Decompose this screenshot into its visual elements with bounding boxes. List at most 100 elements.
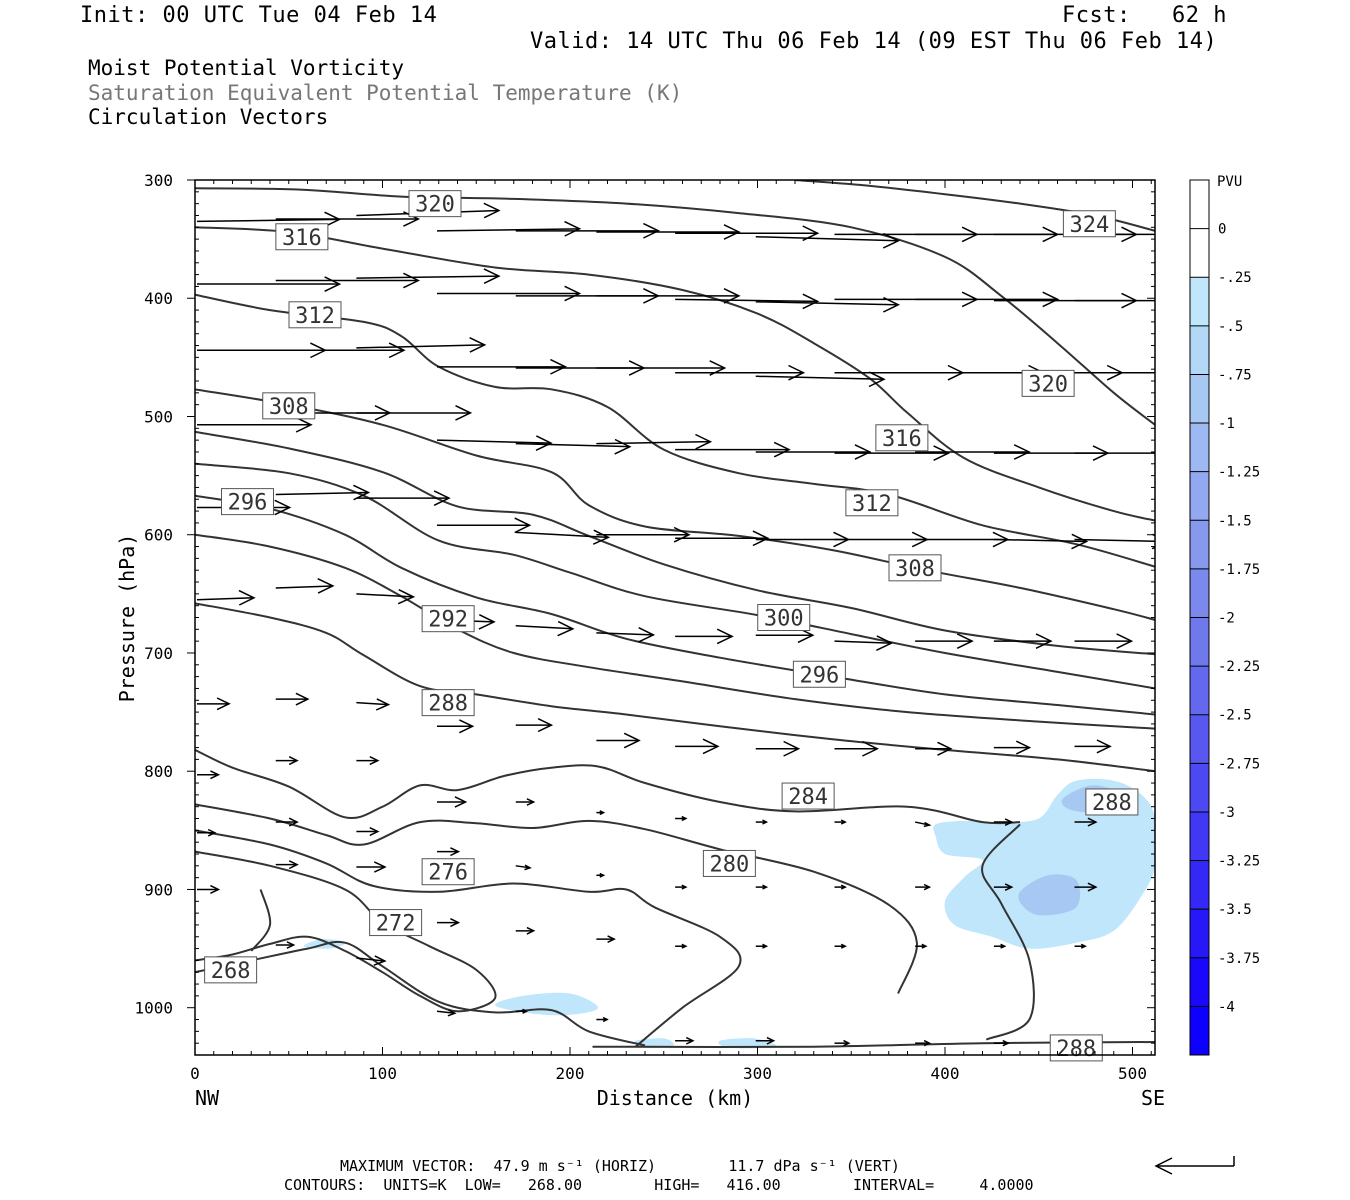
colorbar-swatch [1190,1006,1209,1056]
vector-shaft [356,957,385,962]
vector-head [843,1039,851,1047]
contour-label-box [262,392,316,420]
vector-head [923,883,932,891]
circulation-vector [993,740,1032,755]
vector-head [681,815,688,822]
vector-head [695,433,713,450]
init-time-label: Init: 00 UTC Tue 04 Feb 14 [80,3,438,28]
circulation-vector [596,433,713,450]
circulation-vector [993,633,1053,649]
vector-head [923,1039,932,1047]
circulation-vector [356,698,391,711]
theta-es-contour-276 [195,829,742,1048]
vector-head [1087,882,1098,892]
circulation-vector [436,1009,457,1017]
vector-head [454,796,468,808]
colorbar-tick-label: -3.5 [1218,902,1252,918]
circulation-vector [915,633,974,649]
theta-es-contour-296 [195,494,1155,716]
vector-head [450,847,461,857]
circulation-vector [356,268,501,284]
contour-label: 276 [421,858,475,886]
vector-head [447,1009,457,1017]
theta-es-contour-288 [981,823,1035,1041]
circulation-vector [755,232,901,249]
circulation-vector [356,405,473,421]
theta-es-contour-268 [195,940,646,1047]
vector-head [375,698,391,711]
colorbar-swatch [1190,423,1209,473]
circulation-vector [275,484,371,501]
circulation-vector [596,935,616,943]
circulation-vector [675,293,820,310]
colorbar-unit-label: PVU [1217,174,1242,190]
circulation-vector [596,526,691,543]
y-tick-label: 900 [144,880,173,899]
vector-head [716,628,734,645]
circulation-vector [834,531,929,548]
field-label-theta-es: Saturation Equivalent Potential Temperat… [88,81,683,105]
circulation-vector [914,821,932,828]
circulation-vector [515,926,536,935]
vector-head [317,578,335,594]
colorbar-tick-label: -.75 [1218,367,1252,383]
vector-head [1000,943,1007,949]
circulation-vector [196,589,256,606]
colorbar-swatch [1190,180,1209,230]
vector-head [1116,633,1134,649]
circulation-vector [197,276,342,292]
circulation-vector [515,798,536,806]
vector-head [723,224,741,240]
vector-head [210,884,221,894]
circulation-vector [1074,452,1155,454]
vector-head [1080,943,1087,949]
circulation-vector [437,847,461,857]
contour-label-box [781,782,835,810]
circulation-vector [675,738,720,755]
x-tick-label: 300 [743,1064,772,1083]
circulation-vector [755,819,769,825]
contour-label-layer: 320 316 324 312 320 308 316 296 312 308 292 300 296 2… [204,190,1139,1062]
vector-head [607,935,616,943]
vector-head [483,202,501,219]
vector-head [681,943,688,949]
contour-label-text: 308 [269,395,309,420]
circulation-vector [515,1008,529,1014]
vector-shaft [275,585,333,589]
vector-head [802,293,820,310]
vector-head [876,635,894,651]
colorbar-tick-label: -.25 [1218,270,1252,286]
circulation-vector [993,533,1089,550]
vector-head [459,719,475,734]
contour-label: 296 [792,660,846,688]
vector-head [783,740,801,757]
x-tick-label: 100 [368,1064,397,1083]
circulation-vector [275,817,299,827]
vector-shaft [675,298,818,303]
circulation-vector [1074,533,1155,550]
circulation-vector [437,517,532,534]
vector-head [455,405,473,421]
vector-head [862,740,880,757]
vector-shaft [356,701,389,706]
contour-label-box [275,223,329,251]
mpv-fill-region [933,778,1155,949]
vector-head [469,337,487,353]
circulation-vector [515,620,575,637]
contour-label-text: 320 [1028,372,1068,397]
circulation-vector [275,756,299,766]
vector-head [854,444,872,460]
vector-head [564,285,582,302]
circulation-vector [275,342,406,359]
vector-head [216,697,231,711]
circulation-vector [1074,739,1112,754]
circulation-vector [596,627,656,643]
circulation-vector [675,1036,695,1045]
circulation-vector [834,943,847,949]
colorbar-tick-label: -.5 [1218,319,1243,335]
theta-es-contour-272 [250,889,272,952]
vector-shaft [196,597,255,601]
colorbar-swatch [1190,666,1209,716]
colorbar-tick-label: -2 [1218,611,1235,627]
colorbar-tick-label: 0 [1218,222,1226,238]
